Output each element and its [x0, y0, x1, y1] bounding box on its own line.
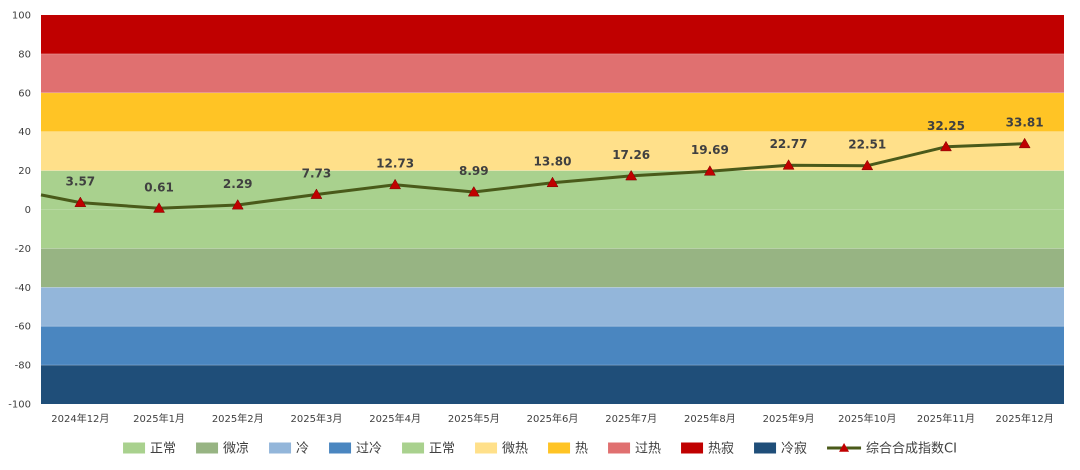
y-tick-label-4: 20 [18, 166, 31, 177]
y-tick-label-8: -60 [15, 322, 31, 333]
data-label-10: 22.51 [848, 138, 886, 152]
y-tick-label-0: 100 [12, 11, 31, 22]
y-tick-label-9: -80 [15, 361, 31, 372]
data-label-8: 19.69 [691, 143, 729, 157]
legend-label-9: 冷寂 [781, 441, 807, 457]
y-tick-label-5: 0 [25, 205, 31, 216]
series-line [40, 142, 1025, 210]
data-label-12: 33.81 [1006, 116, 1044, 130]
legend-label-2: 冷 [296, 442, 309, 457]
legend-swatch-3 [329, 442, 352, 454]
point-marker-1 [153, 202, 165, 213]
y-tick-label-2: 60 [18, 88, 31, 99]
legend-label-6: 热 [575, 442, 588, 457]
legend-label-1: 微凉 [223, 442, 249, 457]
y-tick-label-10: -100 [8, 400, 31, 411]
band-0 [41, 365, 1064, 404]
point-marker-0 [74, 196, 87, 207]
data-label-7: 17.26 [612, 148, 650, 162]
legend-swatch-5 [475, 442, 498, 454]
point-marker-8 [703, 165, 716, 176]
data-label-6: 13.80 [534, 155, 572, 169]
legend-swatch-7 [608, 442, 631, 454]
x-tick-label-12: 2025年12月 [996, 412, 1054, 425]
point-marker-9 [782, 159, 795, 170]
y-tick-label-3: 40 [18, 127, 31, 138]
band-8 [41, 15, 1064, 54]
x-tick-label-11: 2025年11月 [917, 412, 975, 425]
legend-swatch-4 [402, 442, 425, 454]
data-label-4: 12.73 [376, 157, 414, 171]
legend-label-10: 综合合成指数CI [866, 442, 957, 457]
legend-swatch-1 [196, 442, 219, 454]
legend-swatch-9 [754, 442, 777, 454]
point-marker-3 [310, 188, 323, 199]
data-label-1: 0.61 [144, 180, 174, 194]
data-label-11: 32.25 [927, 119, 965, 133]
x-tick-label-7: 2025年7月 [605, 412, 657, 425]
legend-swatch-8 [681, 442, 704, 454]
data-label-2: 2.29 [223, 177, 253, 191]
x-tick-label-2: 2025年2月 [212, 412, 264, 425]
x-tick-label-3: 2025年3月 [291, 412, 343, 425]
legend: 正常 微凉 冷 过冷 正常 微热 热 过热 热寂 冷寂 综合合成指数CI [123, 441, 957, 457]
series-ci: 3.57 0.61 2.29 7.73 12.73 8.99 13.80 17.26 19.69… [40, 116, 1044, 213]
legend-swatch-6 [548, 442, 571, 454]
x-tick-label-8: 2025年8月 [684, 412, 736, 425]
y-tick-label-6: -20 [15, 244, 31, 255]
point-marker-2 [231, 199, 244, 210]
x-tick-label-4: 2025年4月 [369, 412, 421, 425]
data-label-5: 8.99 [459, 164, 489, 178]
data-label-9: 22.77 [770, 137, 808, 151]
band-3 [41, 248, 1064, 288]
point-marker-7 [625, 169, 638, 181]
point-marker-12 [1018, 137, 1031, 149]
band-5 [41, 131, 1064, 171]
background-bands [41, 15, 1064, 404]
y-tick-label-7: -40 [15, 283, 31, 294]
point-marker-5 [467, 186, 480, 197]
point-marker-4 [389, 178, 402, 190]
legend-swatch-0 [123, 442, 146, 454]
x-tick-label-1: 2025年1月 [133, 412, 185, 425]
data-label-0: 3.57 [66, 175, 96, 189]
legend-label-0: 正常 [150, 442, 176, 457]
band-2 [41, 287, 1064, 327]
y-axis: 100 80 60 40 20 0 -20 -40 -60 -80 -100 [8, 11, 31, 411]
point-marker-6 [546, 176, 559, 188]
point-marker-10 [861, 159, 874, 171]
x-tick-label-9: 2025年9月 [763, 412, 815, 425]
point-marker-11 [940, 140, 952, 152]
legend-swatch-marker-10 [839, 443, 850, 452]
x-tick-label-0: 2024年12月 [51, 412, 109, 425]
y-tick-label-1: 80 [18, 49, 31, 60]
x-tick-label-10: 2025年10月 [838, 412, 896, 425]
band-7 [41, 53, 1064, 93]
band-6 [41, 92, 1064, 132]
x-tick-label-5: 2025年5月 [448, 412, 500, 425]
band-1 [41, 326, 1064, 366]
legend-label-4: 正常 [429, 442, 455, 457]
legend-label-8: 热寂 [708, 441, 734, 457]
x-tick-label-6: 2025年6月 [527, 412, 579, 425]
legend-label-7: 过热 [635, 442, 661, 457]
legend-label-5: 微热 [502, 442, 528, 457]
legend-swatch-2 [269, 442, 292, 454]
legend-label-3: 过冷 [356, 442, 382, 457]
x-axis: 2024年12月 2025年1月 2025年2月 2025年3月 2025年4月 2025… [51, 412, 1053, 425]
data-label-3: 7.73 [302, 166, 332, 180]
